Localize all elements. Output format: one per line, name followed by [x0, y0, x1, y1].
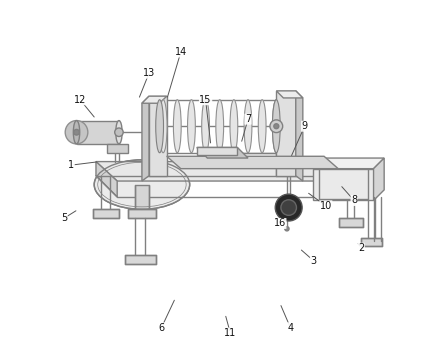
Ellipse shape — [230, 100, 238, 153]
Polygon shape — [93, 209, 119, 218]
Ellipse shape — [173, 100, 181, 153]
Text: 15: 15 — [199, 95, 212, 105]
Text: 11: 11 — [224, 328, 237, 338]
Ellipse shape — [216, 100, 224, 153]
Text: 14: 14 — [175, 47, 187, 57]
Ellipse shape — [94, 160, 190, 209]
Polygon shape — [197, 147, 248, 158]
Text: 9: 9 — [302, 121, 307, 131]
Text: 8: 8 — [351, 196, 357, 206]
Polygon shape — [142, 96, 149, 181]
Polygon shape — [96, 162, 117, 197]
Ellipse shape — [274, 124, 279, 129]
Polygon shape — [314, 169, 373, 201]
Ellipse shape — [258, 100, 266, 153]
Polygon shape — [276, 91, 296, 176]
Ellipse shape — [116, 121, 122, 144]
Ellipse shape — [285, 226, 289, 231]
Polygon shape — [167, 156, 338, 169]
Polygon shape — [77, 121, 119, 144]
Polygon shape — [96, 162, 375, 181]
Polygon shape — [276, 91, 303, 98]
Text: 6: 6 — [158, 323, 164, 333]
Ellipse shape — [270, 120, 283, 132]
Text: 16: 16 — [274, 218, 286, 229]
Text: 5: 5 — [61, 213, 67, 223]
Polygon shape — [125, 255, 156, 264]
Ellipse shape — [74, 130, 79, 135]
Text: 2: 2 — [358, 243, 364, 253]
Text: 13: 13 — [143, 68, 155, 78]
Ellipse shape — [272, 100, 280, 153]
Ellipse shape — [74, 121, 80, 144]
Text: 12: 12 — [74, 95, 86, 105]
Text: 1: 1 — [68, 160, 74, 170]
Text: 3: 3 — [311, 256, 316, 266]
Ellipse shape — [65, 121, 88, 144]
Polygon shape — [128, 209, 156, 218]
Polygon shape — [142, 96, 167, 103]
Polygon shape — [373, 158, 384, 201]
Ellipse shape — [272, 100, 280, 153]
Ellipse shape — [202, 100, 210, 153]
Polygon shape — [339, 218, 363, 227]
Ellipse shape — [115, 128, 123, 136]
Text: 4: 4 — [288, 323, 294, 333]
Polygon shape — [107, 144, 128, 153]
Polygon shape — [354, 162, 375, 197]
Polygon shape — [314, 158, 384, 169]
Ellipse shape — [275, 194, 302, 221]
Ellipse shape — [159, 100, 167, 153]
Polygon shape — [296, 91, 303, 181]
Polygon shape — [197, 147, 237, 154]
Polygon shape — [149, 96, 167, 176]
Ellipse shape — [281, 200, 296, 215]
Ellipse shape — [244, 100, 252, 153]
Text: 7: 7 — [245, 114, 251, 124]
Text: 10: 10 — [320, 201, 332, 211]
Ellipse shape — [156, 100, 163, 153]
Ellipse shape — [187, 100, 195, 153]
Polygon shape — [135, 185, 149, 209]
Polygon shape — [361, 237, 382, 246]
